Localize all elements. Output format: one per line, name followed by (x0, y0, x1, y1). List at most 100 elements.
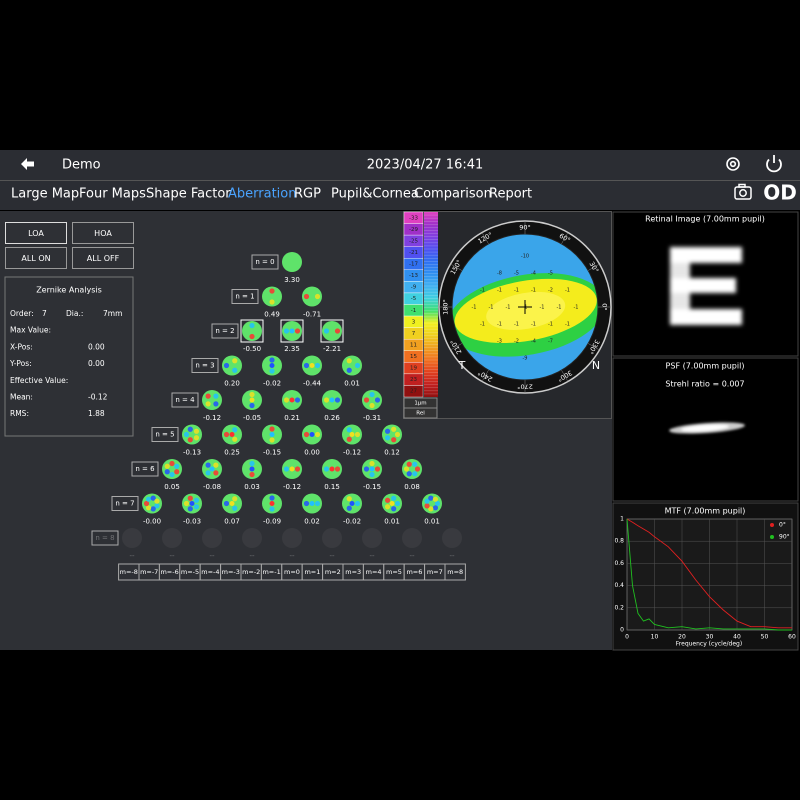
term-lobe (403, 466, 410, 472)
back-button[interactable] (21, 158, 34, 170)
nav-tab[interactable]: Comparison (414, 187, 492, 202)
order-label-box[interactable] (251, 254, 279, 270)
term-lobe (187, 506, 193, 512)
y-tick-label: 0.6 (614, 560, 624, 567)
fine-scale-strip (424, 212, 438, 397)
coefficient: 0.01 (384, 518, 400, 526)
scale-label: -17 (409, 262, 418, 268)
nav-tab[interactable]: Pupil&Cornea (331, 187, 419, 202)
zernike-term[interactable] (282, 252, 302, 272)
nav-tab[interactable]: Aberration (228, 187, 296, 202)
term-lobe (294, 328, 301, 334)
term-lobe (303, 293, 310, 300)
order-label-box[interactable] (171, 392, 199, 408)
zernike-term[interactable] (122, 528, 142, 548)
order-label-box[interactable] (91, 530, 119, 546)
term-lobe (384, 497, 391, 503)
zernike-term[interactable] (322, 321, 342, 341)
order-label-box[interactable] (131, 461, 159, 477)
term-core (269, 363, 275, 368)
term-lobe (384, 504, 391, 510)
x-tick-label: 60 (788, 634, 796, 641)
term-core (269, 432, 275, 437)
term-lobe (323, 328, 330, 334)
order-label-box[interactable] (231, 289, 259, 304)
coefficient: 0.01 (344, 380, 360, 388)
retinal-e (670, 247, 742, 325)
field-label: X-Pos: (10, 342, 33, 351)
coefficient: -- (329, 552, 335, 560)
m-label: m=-4 (201, 568, 219, 576)
map-value: -1 (548, 322, 553, 328)
zernike-term[interactable] (262, 286, 282, 307)
legend-swatch (770, 523, 774, 527)
term-lobe (213, 470, 219, 476)
nav-tab[interactable]: Four Maps (79, 187, 146, 202)
coefficient: 0.12 (384, 449, 400, 457)
term-core (329, 466, 335, 472)
mode-button[interactable] (403, 407, 438, 419)
field-value: 7mm (103, 309, 122, 318)
term-lobe (391, 437, 397, 443)
nav-tab[interactable]: Large Map (11, 187, 79, 202)
datetime: 2023/04/27 16:41 (367, 158, 484, 173)
x-axis-label: Frequency (cycle/deg) (676, 641, 742, 648)
button-label[interactable]: HOA (94, 229, 112, 238)
zernike-term[interactable] (242, 321, 262, 341)
order-label: n = 5 (155, 431, 174, 439)
term-lobe (314, 293, 321, 300)
scale-cell (403, 385, 424, 398)
toggle-button[interactable] (72, 222, 134, 244)
zernike-term[interactable] (162, 528, 182, 548)
m-label: m=2 (325, 568, 341, 576)
scale-label: -21 (409, 250, 418, 256)
order-label-box[interactable] (151, 427, 179, 442)
map-value: -10 (521, 254, 529, 260)
term-lobe (363, 466, 370, 472)
term-core (249, 397, 255, 403)
legend-label: 0° (779, 522, 786, 529)
zernike-term[interactable] (202, 390, 222, 410)
term-lobe (187, 495, 193, 501)
button-label[interactable]: ALL OFF (87, 254, 120, 263)
zernike-term[interactable] (282, 528, 302, 548)
order-label-box[interactable] (191, 358, 219, 373)
nav-tab[interactable]: Shape Factor (146, 187, 231, 202)
term-lobe (334, 328, 341, 334)
toggle-button[interactable] (5, 222, 67, 244)
camera-button[interactable] (734, 183, 752, 200)
term-core (189, 501, 195, 506)
button-label[interactable]: ALL ON (21, 254, 50, 263)
eye-label: OD (763, 181, 797, 205)
zernike-term[interactable] (202, 528, 222, 548)
zernike-term[interactable] (322, 528, 342, 548)
term-lobe (424, 503, 430, 509)
nav-tab[interactable]: RGP (294, 187, 321, 202)
m-label: m=-7 (140, 568, 158, 576)
side-label: N (592, 359, 600, 372)
zernike-term[interactable] (362, 390, 382, 410)
order-label-box[interactable] (111, 496, 139, 511)
map-spoke (481, 370, 489, 382)
zernike-term[interactable] (242, 528, 262, 548)
zernike-term[interactable] (362, 528, 382, 548)
coefficient: 0.49 (264, 311, 280, 319)
side-label: T (458, 359, 466, 372)
zernike-term[interactable] (442, 528, 462, 548)
coefficient: 0.01 (424, 518, 440, 526)
order-label-box[interactable] (211, 323, 239, 339)
zernike-term[interactable] (302, 286, 322, 307)
coefficient: -0.31 (363, 414, 381, 422)
coefficient: -0.12 (283, 483, 301, 491)
zernike-row (262, 286, 322, 307)
toggle-button[interactable] (72, 247, 134, 269)
nav-tab[interactable]: Report (489, 187, 532, 202)
field-value: -0.12 (88, 393, 108, 402)
term-core (229, 501, 235, 506)
term-lobe (150, 506, 156, 512)
power-button[interactable] (766, 155, 782, 173)
zernike-term[interactable] (402, 528, 422, 548)
settings-button[interactable] (726, 157, 740, 171)
toggle-button[interactable] (5, 247, 67, 269)
button-label[interactable]: LOA (28, 229, 44, 238)
